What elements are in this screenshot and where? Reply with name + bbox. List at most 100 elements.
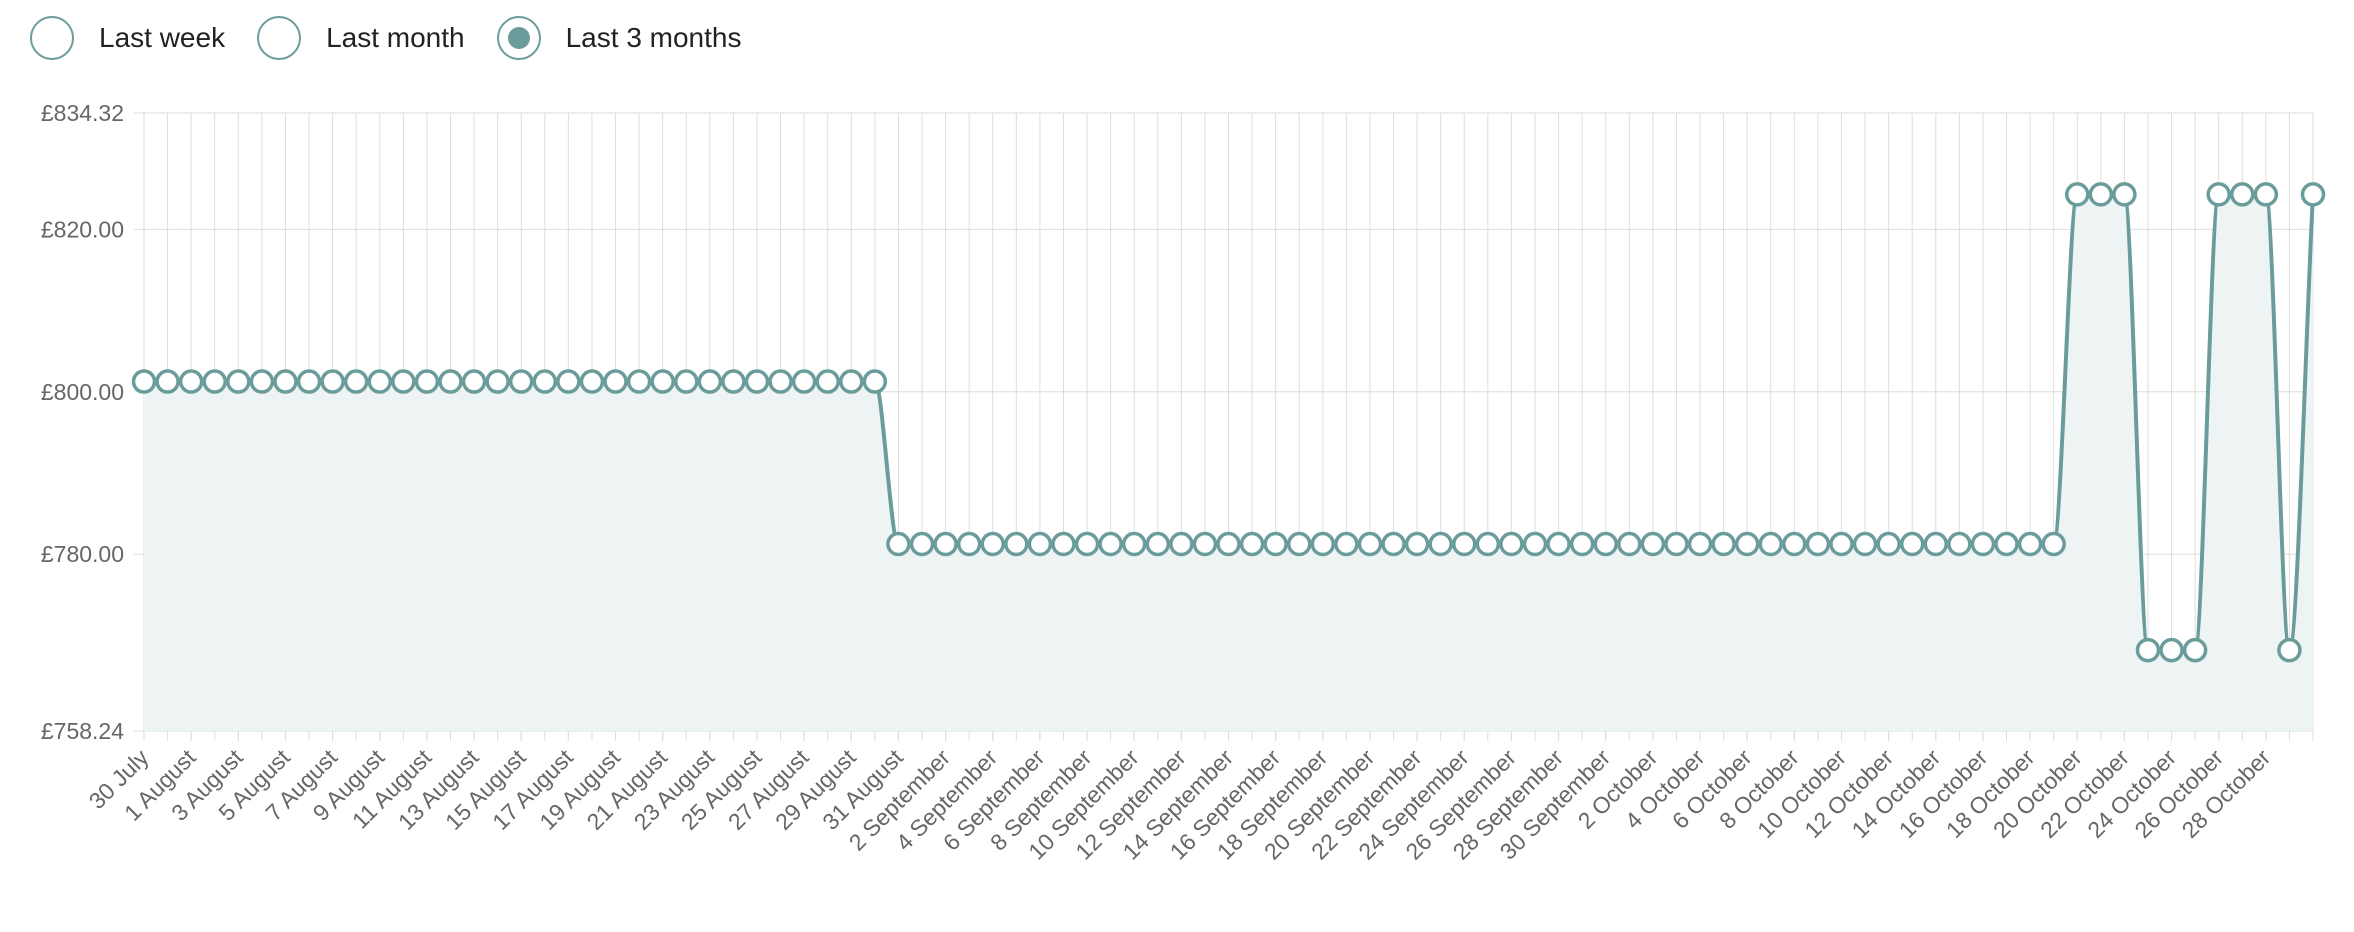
data-point: [909, 531, 935, 557]
data-point: [1239, 531, 1265, 557]
data-point: [1098, 531, 1123, 557]
data-point: [1381, 531, 1406, 557]
data-point: [438, 369, 463, 394]
data-point: [1829, 531, 1854, 557]
data-point: [1452, 531, 1477, 557]
data-point: [1923, 531, 1949, 557]
y-tick-label: £758.24: [41, 718, 124, 744]
data-point: [1499, 531, 1524, 557]
data-point: [862, 369, 888, 394]
data-point: [1051, 531, 1076, 557]
radio-button[interactable]: [496, 16, 541, 60]
data-point: [2206, 182, 2231, 207]
data-point: [1734, 531, 1760, 557]
data-point: [1711, 531, 1736, 557]
data-point: [296, 369, 322, 394]
data-point: [391, 369, 416, 394]
y-tick-label: £780.00: [41, 541, 124, 567]
data-point: [886, 531, 911, 557]
data-point: [1263, 531, 1288, 557]
data-point: [1169, 531, 1194, 557]
data-point: [226, 369, 251, 394]
data-point: [1947, 531, 1972, 557]
data-point: [2112, 182, 2137, 207]
range-option-last-month[interactable]: Last month: [257, 16, 465, 60]
data-point: [1286, 531, 1312, 557]
data-point: [1994, 531, 2019, 557]
data-point: [933, 531, 958, 557]
data-point: [2088, 182, 2114, 207]
data-point: [1899, 531, 1925, 557]
data-point: [2182, 637, 2208, 663]
data-point: [980, 531, 1005, 557]
data-point: [603, 369, 628, 394]
data-point: [556, 369, 581, 394]
data-point: [202, 369, 227, 394]
data-point: [485, 369, 510, 394]
area-fill: [144, 194, 2313, 731]
range-option-last-week[interactable]: Last week: [30, 16, 225, 60]
data-point: [956, 531, 982, 557]
data-point: [2300, 182, 2326, 207]
data-point: [721, 369, 746, 394]
data-point: [2159, 637, 2184, 663]
data-point: [532, 369, 558, 394]
data-point: [579, 369, 605, 394]
data-point: [1593, 531, 1618, 557]
data-point: [1310, 531, 1336, 557]
y-tick-label: £800.00: [41, 379, 124, 405]
data-point: [791, 369, 817, 394]
data-point: [1569, 531, 1595, 557]
data-point: [367, 369, 393, 394]
data-point: [1004, 531, 1029, 557]
data-point: [1522, 531, 1548, 557]
range-option-last-3-months[interactable]: Last 3 months: [496, 16, 742, 60]
data-point: [461, 369, 487, 394]
data-point: [155, 369, 180, 394]
data-point: [249, 369, 275, 394]
data-point: [1404, 531, 1430, 557]
radio-button[interactable]: [30, 16, 74, 60]
data-point: [650, 369, 675, 394]
data-point: [1852, 531, 1878, 557]
range-label-last-month: Last month: [326, 22, 465, 53]
range-label-last-3-months: Last 3 months: [565, 22, 742, 53]
data-point: [1334, 531, 1359, 557]
data-point: [768, 369, 793, 394]
data-point: [343, 369, 369, 394]
data-point: [2230, 182, 2255, 207]
data-point: [320, 369, 345, 394]
data-point: [1617, 531, 1642, 557]
data-point: [2064, 182, 2090, 207]
data-point: [1687, 531, 1713, 557]
data-point: [1216, 531, 1241, 557]
data-point: [1782, 531, 1807, 557]
radio-selected-dot: [507, 27, 530, 49]
data-point: [674, 369, 699, 394]
data-point: [1145, 531, 1171, 557]
range-label-last-week: Last week: [99, 22, 226, 53]
y-tick-label: £820.00: [41, 216, 124, 242]
data-point: [815, 369, 840, 394]
data-point: [414, 369, 440, 394]
radio-button[interactable]: [257, 16, 302, 60]
data-point: [1074, 531, 1100, 557]
data-point: [839, 369, 864, 394]
data-point: [1121, 531, 1147, 557]
data-point: [508, 369, 534, 394]
data-point: [273, 369, 298, 394]
data-point: [1428, 531, 1453, 557]
data-point: [2135, 637, 2161, 663]
data-point: [131, 369, 157, 394]
data-point: [1640, 531, 1666, 557]
data-point: [1027, 531, 1053, 557]
data-point: [1970, 531, 1996, 557]
data-point: [744, 369, 770, 394]
data-point: [1805, 531, 1831, 557]
data-point: [1357, 531, 1383, 557]
data-point: [1192, 531, 1218, 557]
data-point: [2017, 531, 2043, 557]
data-point: [1876, 531, 1901, 557]
data-point: [2041, 531, 2066, 557]
y-tick-label: £834.32: [41, 100, 124, 126]
